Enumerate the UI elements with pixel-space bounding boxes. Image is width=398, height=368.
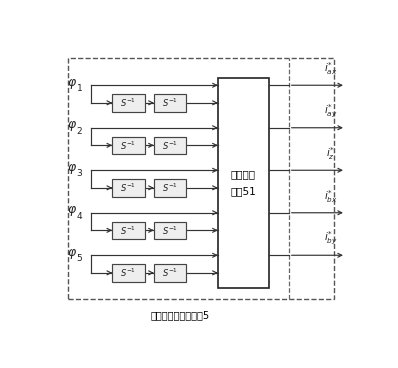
Text: 4: 4 xyxy=(76,212,82,221)
Bar xyxy=(112,179,144,197)
Text: $i_{ay}^{*}$: $i_{ay}^{*}$ xyxy=(324,102,337,120)
Text: $\varphi$: $\varphi$ xyxy=(67,204,77,218)
Text: $S^{-1}$: $S^{-1}$ xyxy=(120,224,137,237)
Text: 网络51: 网络51 xyxy=(230,187,256,197)
Bar xyxy=(218,78,269,288)
Bar xyxy=(154,222,186,239)
Bar xyxy=(112,222,144,239)
Text: $S^{-1}$: $S^{-1}$ xyxy=(162,267,178,279)
Text: 模糊神经: 模糊神经 xyxy=(231,170,256,180)
Text: $i_{bx}^{*}$: $i_{bx}^{*}$ xyxy=(324,188,338,205)
Bar xyxy=(154,137,186,154)
Text: $S^{-1}$: $S^{-1}$ xyxy=(120,139,137,152)
Bar xyxy=(154,94,186,112)
Text: $\varphi$: $\varphi$ xyxy=(67,162,77,176)
Bar xyxy=(68,59,334,299)
Text: $S^{-1}$: $S^{-1}$ xyxy=(162,182,178,194)
Text: 1: 1 xyxy=(76,84,82,93)
Bar xyxy=(112,264,144,282)
Text: $i_{ax}^{*}$: $i_{ax}^{*}$ xyxy=(324,60,337,77)
Text: $\varphi$: $\varphi$ xyxy=(67,247,77,261)
Text: 模糊神经网络逆系统5: 模糊神经网络逆系统5 xyxy=(150,310,209,320)
Text: $S^{-1}$: $S^{-1}$ xyxy=(120,182,137,194)
Text: $S^{-1}$: $S^{-1}$ xyxy=(162,139,178,152)
Text: $\varphi$: $\varphi$ xyxy=(67,77,77,91)
Text: $i_{z}^{*}$: $i_{z}^{*}$ xyxy=(326,145,335,162)
Text: $\varphi$: $\varphi$ xyxy=(67,119,77,133)
Bar xyxy=(154,264,186,282)
Text: 5: 5 xyxy=(76,254,82,263)
Text: $S^{-1}$: $S^{-1}$ xyxy=(162,224,178,237)
Text: 3: 3 xyxy=(76,169,82,178)
Bar xyxy=(112,137,144,154)
Text: $S^{-1}$: $S^{-1}$ xyxy=(120,267,137,279)
Bar xyxy=(154,179,186,197)
Text: $S^{-1}$: $S^{-1}$ xyxy=(162,97,178,109)
Text: $i_{by}^{*}$: $i_{by}^{*}$ xyxy=(324,230,338,247)
Text: 2: 2 xyxy=(76,127,82,136)
Text: $S^{-1}$: $S^{-1}$ xyxy=(120,97,137,109)
Bar xyxy=(112,94,144,112)
